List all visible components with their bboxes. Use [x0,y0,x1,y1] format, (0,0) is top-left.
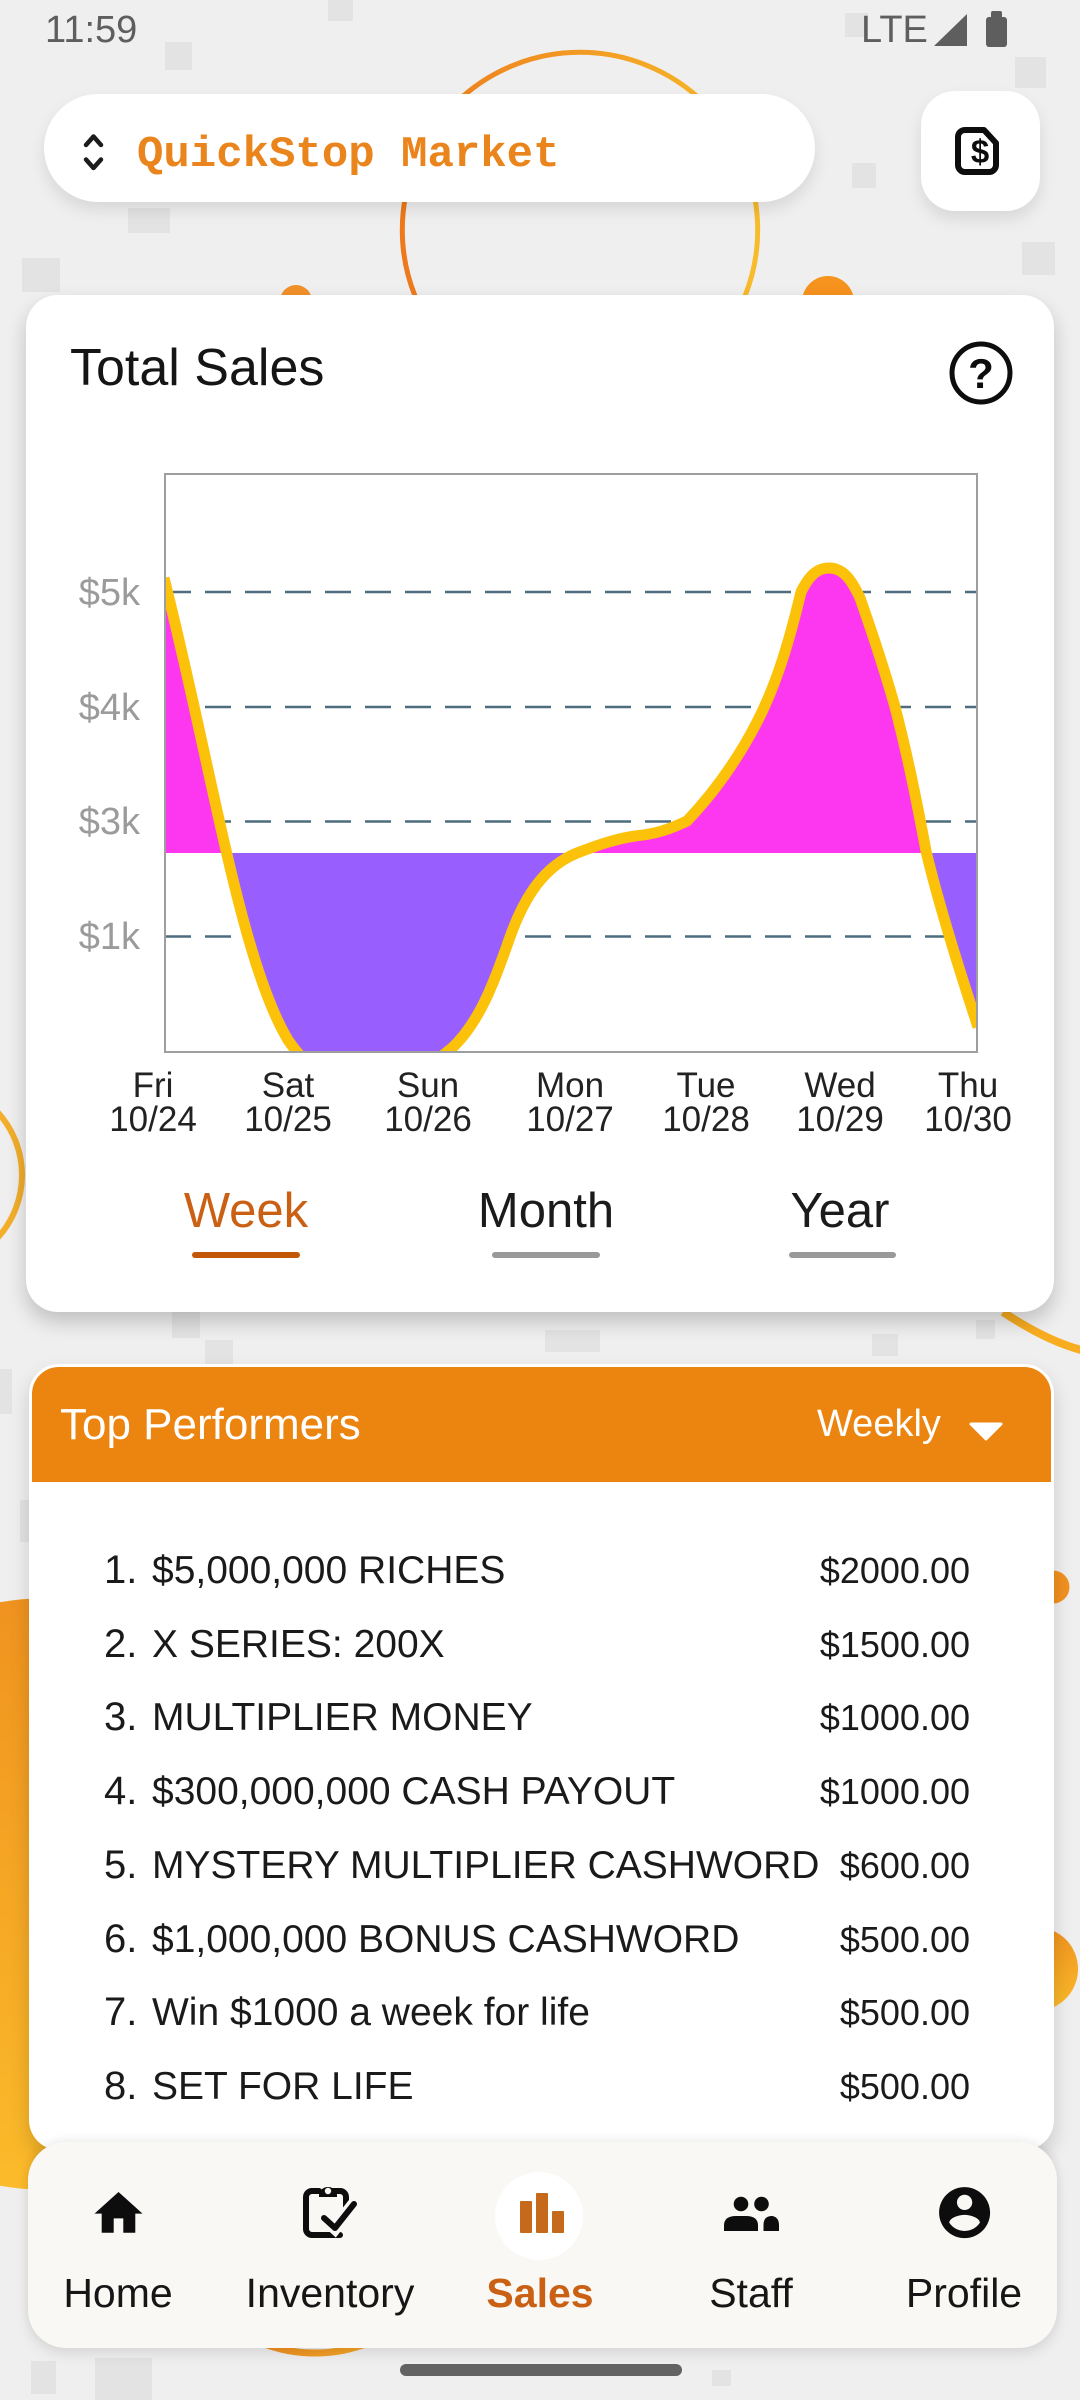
svg-text:10/24: 10/24 [109,1100,197,1139]
svg-text:10/29: 10/29 [796,1100,884,1139]
svg-text:10/30: 10/30 [924,1100,1012,1139]
svg-text:Sat: Sat [262,1066,315,1105]
svg-text:$5k: $5k [79,572,141,614]
svg-text:Mon: Mon [536,1066,604,1105]
svg-text:10/25: 10/25 [244,1100,332,1139]
svg-text:$4k: $4k [79,687,141,729]
svg-text:10/28: 10/28 [662,1100,750,1139]
svg-text:$3k: $3k [79,801,141,843]
svg-text:10/27: 10/27 [526,1100,614,1139]
svg-text:Wed: Wed [804,1066,875,1105]
svg-text:$: $ [971,133,989,170]
svg-text:Tue: Tue [676,1066,735,1105]
svg-text:?: ? [968,350,994,397]
svg-text:$1k: $1k [79,916,141,958]
svg-text:Sun: Sun [397,1066,459,1105]
svg-text:Fri: Fri [133,1066,174,1105]
svg-text:10/26: 10/26 [384,1100,472,1139]
svg-text:Thu: Thu [938,1066,998,1105]
